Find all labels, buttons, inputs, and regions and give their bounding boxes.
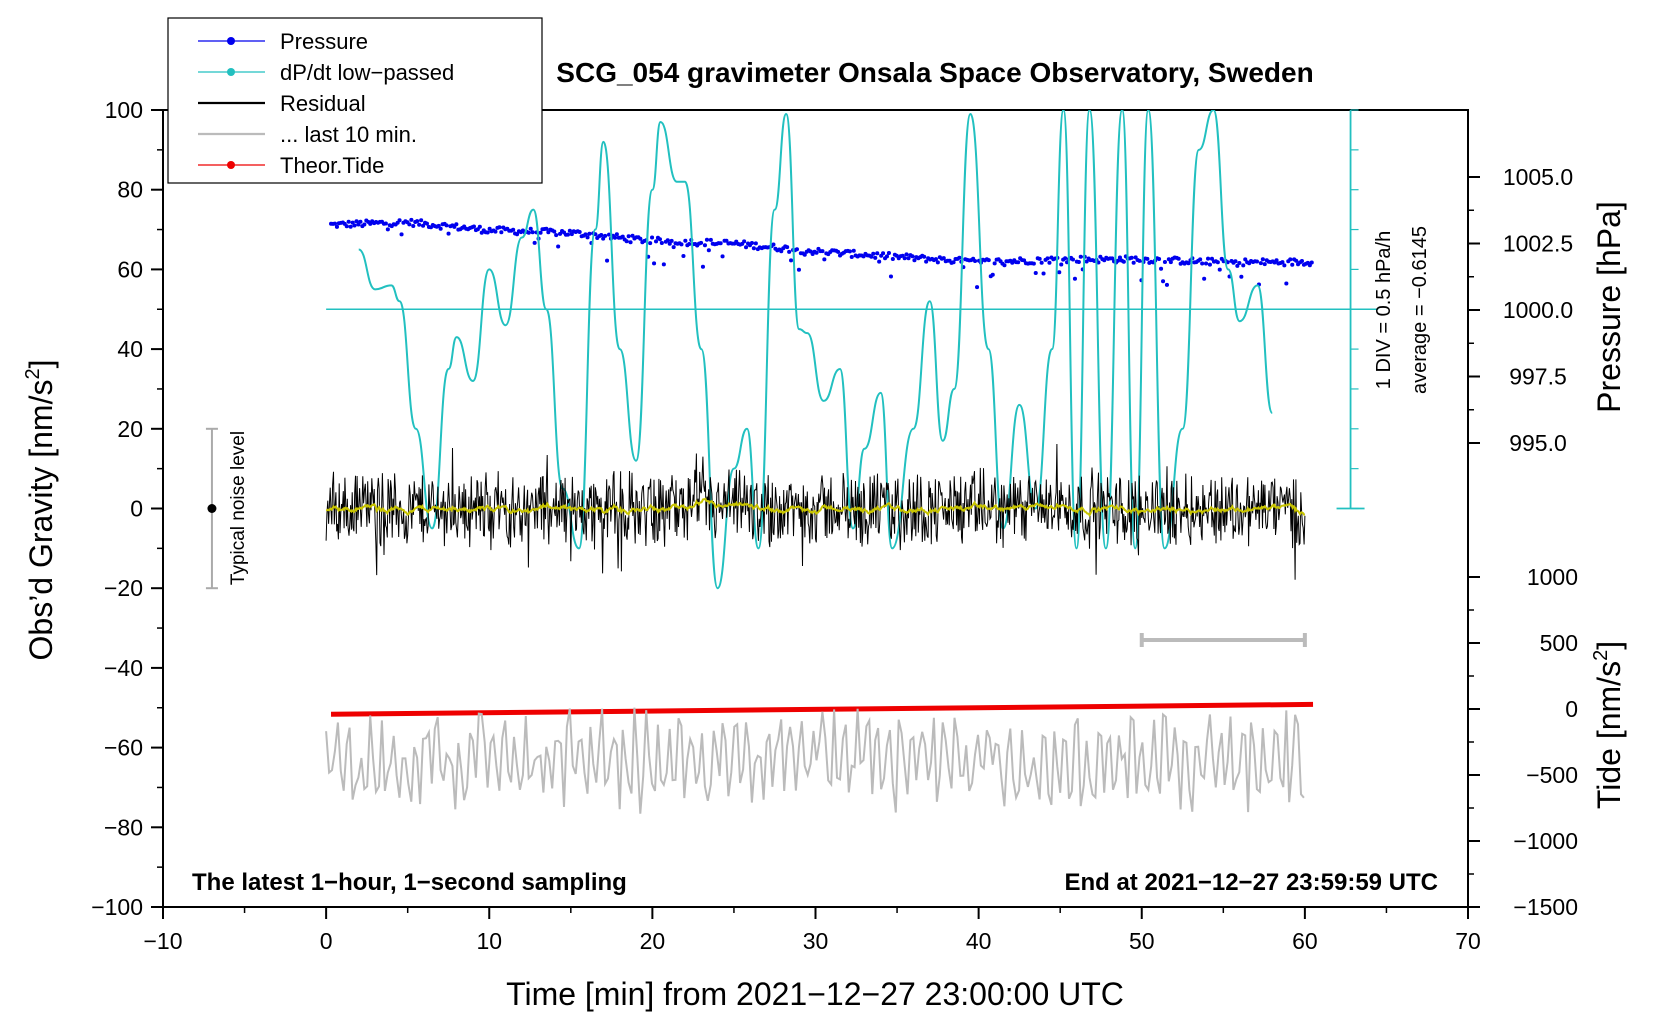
x-axis-ticks: −10 0 10 20 30 40 50 60 70	[143, 907, 1481, 954]
x-tick-label: 20	[640, 928, 666, 954]
y-tick-label: −40	[104, 655, 143, 681]
pressure-tick-label: 1000.0	[1503, 297, 1573, 323]
pressure-tick-label: 995.0	[1509, 430, 1567, 456]
legend-swatch-marker	[227, 68, 235, 76]
x-axis-label: Time [min] from 2021−12−27 23:00:00 UTC	[506, 976, 1124, 1012]
residual-smoothed-line	[325, 497, 1306, 518]
legend-box	[167, 17, 543, 184]
y-tick-label: 100	[105, 97, 143, 123]
y-tick-label: −100	[91, 894, 143, 920]
dpdt-div-label: 1 DIV = 0.5 hPa/h	[1373, 231, 1395, 389]
dpdt-curve	[358, 110, 1274, 590]
legend-items: Pressure dP/dt low−passed Residual ... last…	[198, 29, 454, 178]
tide-tick-label: −1000	[1513, 828, 1578, 854]
theor-tide-series	[330, 701, 1314, 717]
pressure-series	[329, 217, 1314, 290]
x-tick-label: 60	[1292, 928, 1318, 954]
y-axis-ticks: 100 80 60 40 20 0 −20 −40 −60 −80 −100	[91, 97, 163, 920]
tide-tick-label: 500	[1540, 630, 1578, 656]
x-tick-label: 50	[1129, 928, 1155, 954]
y-tick-label: 40	[117, 336, 143, 362]
annotation-bottom-left: The latest 1−hour, 1−second sampling	[192, 869, 627, 896]
pressure-dots	[329, 217, 1314, 290]
pressure-tick-label: 997.5	[1509, 364, 1567, 390]
pressure-axis-ticks: 1005.0 1002.5 1000.0 997.5 995.0	[1468, 164, 1573, 456]
tide-tick-label: −500	[1526, 762, 1578, 788]
tide-axis-ticks: 1000 500 0 −500 −1000 −1500	[1468, 564, 1578, 920]
x-tick-label: 30	[803, 928, 829, 954]
tide-axis-label-main: Tide [nm/s	[1591, 661, 1627, 809]
x-tick-label: 70	[1455, 928, 1481, 954]
y-tick-label: 60	[117, 256, 143, 282]
tide-axis-label: Tide [nm/s2]	[1590, 641, 1627, 809]
legend: Pressure dP/dt low−passed Residual ... last…	[167, 17, 543, 184]
y-tick-label: −60	[104, 735, 143, 761]
y-tick-label: −80	[104, 814, 143, 840]
legend-label: Residual	[280, 91, 366, 116]
tide-tick-label: −1500	[1513, 894, 1578, 920]
last10-line	[325, 707, 1305, 814]
tide-tick-label: 0	[1565, 696, 1578, 722]
chart-title: SCG_054 gravimeter Onsala Space Observat…	[556, 57, 1313, 88]
legend-label: Pressure	[280, 29, 368, 54]
residual-line	[325, 443, 1306, 580]
x-tick-label: 0	[320, 928, 333, 954]
dpdt-average-label: average = −0.6145	[1409, 226, 1431, 394]
tide-tick-label: 1000	[1527, 564, 1578, 590]
last10-window-bar	[1139, 633, 1307, 648]
legend-label: dP/dt low−passed	[280, 60, 454, 85]
tide-axis-label-suffix: ]	[1591, 641, 1627, 650]
annotation-bottom-right: End at 2021−12−27 23:59:59 UTC	[1064, 869, 1438, 896]
y-axis-label-suffix: ]	[23, 360, 59, 369]
last10-series	[325, 707, 1305, 814]
tide-line	[330, 701, 1314, 717]
residual-series	[325, 443, 1306, 580]
y-tick-label: 0	[130, 496, 143, 522]
y-axis-label-sup: 2	[22, 368, 44, 379]
pressure-axis-label: Pressure [hPa]	[1591, 201, 1627, 413]
legend-swatch-marker	[227, 37, 235, 45]
y-tick-label: −20	[104, 575, 143, 601]
legend-label: Theor.Tide	[280, 153, 384, 178]
y-axis-label: Obs’d Gravity [nm/s2]	[22, 360, 59, 661]
legend-label: ... last 10 min.	[280, 122, 417, 147]
x-tick-label: 40	[966, 928, 992, 954]
pressure-tick-label: 1002.5	[1503, 231, 1573, 257]
y-tick-label: 20	[117, 416, 143, 442]
x-tick-label: 10	[476, 928, 502, 954]
noise-label: Typical noise level	[228, 431, 249, 585]
dpdt-axis	[1336, 109, 1365, 510]
noise-bar-dot	[207, 504, 217, 513]
dpdt-series	[358, 110, 1274, 590]
noise-bar	[205, 427, 218, 590]
y-tick-label: 80	[117, 177, 143, 203]
tide-axis-label-sup: 2	[1590, 650, 1612, 661]
pressure-tick-label: 1005.0	[1503, 164, 1573, 190]
x-tick-label: −10	[143, 928, 182, 954]
y-axis-label-main: Obs’d Gravity [nm/s	[23, 380, 59, 661]
legend-swatch-marker	[227, 161, 235, 169]
